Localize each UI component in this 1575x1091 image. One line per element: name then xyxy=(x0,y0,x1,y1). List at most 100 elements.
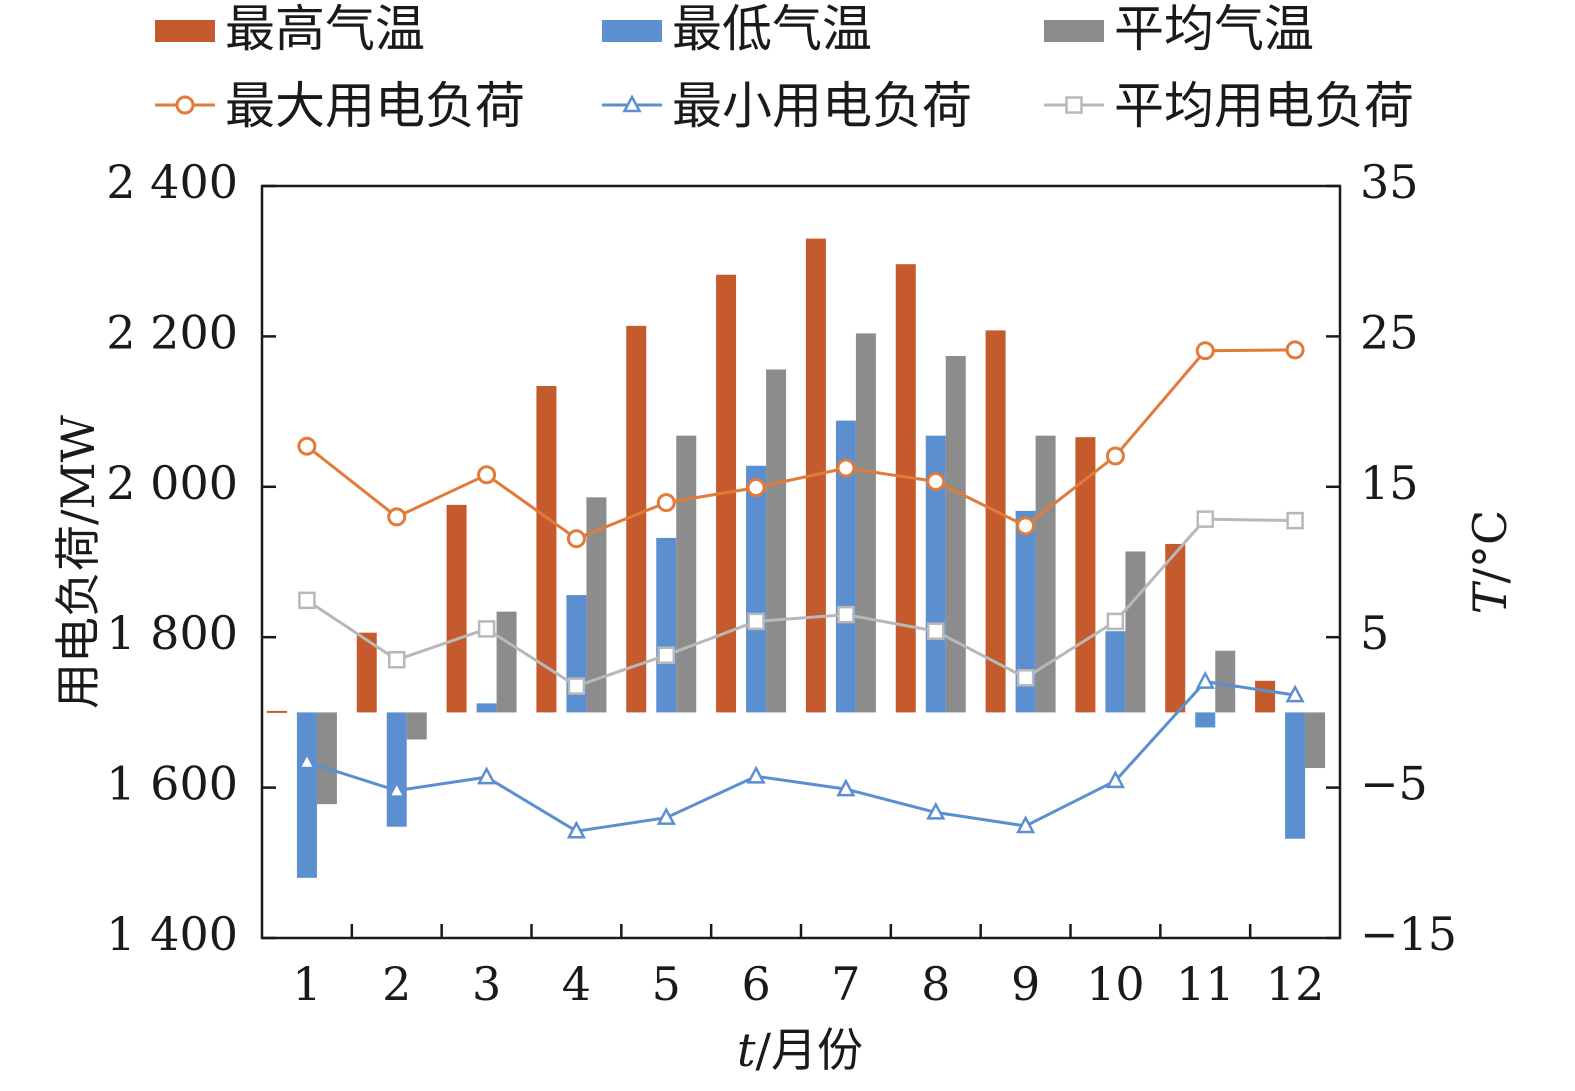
avg-temp-bar xyxy=(766,369,787,713)
max-load-line xyxy=(305,348,1296,541)
avg-load-line xyxy=(306,517,1296,688)
min-load-legend-label: 最小用电负荷 xyxy=(672,77,972,135)
y-tick-label: 1 600 xyxy=(106,757,238,811)
avg-load-point xyxy=(298,591,316,610)
min-temp-bar xyxy=(1105,631,1126,713)
min-load-legend-marker xyxy=(622,94,642,113)
avg-load-point xyxy=(388,651,406,669)
x-tick-label: 6 xyxy=(741,957,770,1011)
max-load-point xyxy=(1285,340,1305,360)
y-tick-label: 1 400 xyxy=(106,907,238,961)
min-temp-bar xyxy=(1285,712,1306,839)
min-load-point xyxy=(1015,815,1036,834)
max-load-point xyxy=(656,493,676,513)
avg-temp-bar xyxy=(406,712,427,740)
avg-temp-bar-legend-label: 平均气温 xyxy=(1114,0,1314,58)
y-tick-label: 2 000 xyxy=(106,456,238,510)
y2-tick-label: −5 xyxy=(1360,757,1428,811)
max-temp-bar-legend-swatch xyxy=(155,20,215,42)
x-tick-label: 1 xyxy=(292,957,321,1011)
max-temp-bar xyxy=(1255,680,1276,713)
y2-axis-ticks: −15 −5 5 15 25 35 xyxy=(1326,155,1457,961)
min-temp-bar xyxy=(386,712,407,827)
min-temp-bar xyxy=(746,465,767,713)
max-load-point xyxy=(836,458,856,478)
x-tick-label: 12 xyxy=(1266,957,1325,1011)
min-load-point xyxy=(656,807,676,825)
avg-temp-bar xyxy=(945,355,966,713)
y-axis-title: 用电负荷/MW xyxy=(51,414,105,709)
max-load-point xyxy=(477,465,497,485)
x-tick-label: 11 xyxy=(1176,957,1235,1011)
min-load-point xyxy=(926,801,946,820)
min-temp-bar xyxy=(296,712,317,878)
y2-tick-label: 35 xyxy=(1360,155,1419,209)
max-load-point xyxy=(1105,446,1125,466)
max-temp-bar xyxy=(536,386,557,713)
y2-tick-label: 15 xyxy=(1360,456,1419,510)
line-group xyxy=(297,340,1305,839)
avg-load-point xyxy=(567,677,586,695)
x-tick-label: 5 xyxy=(652,957,681,1011)
min-load-point xyxy=(836,778,856,797)
avg-load-point xyxy=(837,605,855,624)
avg-load-point xyxy=(1286,511,1304,530)
x-tick-label: 3 xyxy=(472,957,501,1011)
max-load-point xyxy=(1195,341,1215,361)
max-temp-bar xyxy=(626,325,647,713)
max-load-point xyxy=(297,436,317,456)
min-load-point xyxy=(387,779,407,798)
max-temp-bar xyxy=(1165,543,1186,713)
min-load-point xyxy=(476,766,497,785)
max-load-legend-label: 最大用电负荷 xyxy=(225,77,525,135)
x-tick-label: 7 xyxy=(831,957,860,1011)
x-tick-label: 2 xyxy=(382,957,411,1011)
min-temp-bar xyxy=(1015,510,1036,713)
avg-temp-bar xyxy=(496,611,517,713)
max-load-point xyxy=(1016,516,1036,536)
avg-temp-bar xyxy=(316,712,337,805)
y2-tick-label: −15 xyxy=(1360,907,1457,961)
max-load-point xyxy=(926,472,946,492)
y2-axis-title-unit: /°C xyxy=(1463,510,1517,584)
avg-temp-bar xyxy=(1215,650,1236,713)
avg-load-point xyxy=(477,620,496,638)
avg-load-point xyxy=(1106,612,1125,631)
max-temp-bar xyxy=(446,504,467,713)
x-axis-title-unit: /月份 xyxy=(756,1023,864,1077)
avg-load-legend-label: 平均用电负荷 xyxy=(1114,77,1414,135)
avg-load-point xyxy=(1196,510,1214,528)
min-load-point xyxy=(1195,670,1215,689)
y-tick-label: 1 800 xyxy=(106,606,238,660)
min-temp-bar xyxy=(476,703,497,713)
x-tick-label: 9 xyxy=(1011,957,1040,1011)
max-temp-bar xyxy=(985,330,1006,713)
x-tick-label: 8 xyxy=(921,957,950,1011)
min-temp-bar-legend-label: 最低气温 xyxy=(672,0,872,58)
max-temp-bar xyxy=(356,632,377,713)
min-load-point xyxy=(746,765,766,784)
avg-load-point xyxy=(1016,669,1035,687)
y2-tick-label: 5 xyxy=(1360,606,1389,660)
y2-tick-label: 25 xyxy=(1360,305,1419,359)
avg-temp-bar xyxy=(855,333,876,713)
avg-temp-bar xyxy=(1125,551,1146,713)
x-axis-title-symbol: t xyxy=(737,1023,756,1077)
y-tick-label: 2 400 xyxy=(106,155,238,209)
x-tick-label: 10 xyxy=(1086,957,1145,1011)
max-load-point xyxy=(746,478,766,498)
avg-load-point xyxy=(747,612,765,631)
min-temp-bar xyxy=(925,435,946,713)
max-temp-bar xyxy=(266,710,287,713)
max-load-legend-marker xyxy=(175,95,195,115)
min-load-point xyxy=(1285,684,1305,703)
min-temp-bar xyxy=(656,537,677,713)
x-tick-label: 4 xyxy=(562,957,591,1011)
x-axis-title: t/月份 xyxy=(737,1023,863,1077)
min-temp-bar-legend-swatch xyxy=(602,20,662,42)
y-tick-label: 2 200 xyxy=(106,305,238,359)
max-temp-bar xyxy=(895,264,916,713)
min-temp-bar xyxy=(1195,712,1216,728)
y2-axis-title: T/°C xyxy=(1463,510,1517,614)
